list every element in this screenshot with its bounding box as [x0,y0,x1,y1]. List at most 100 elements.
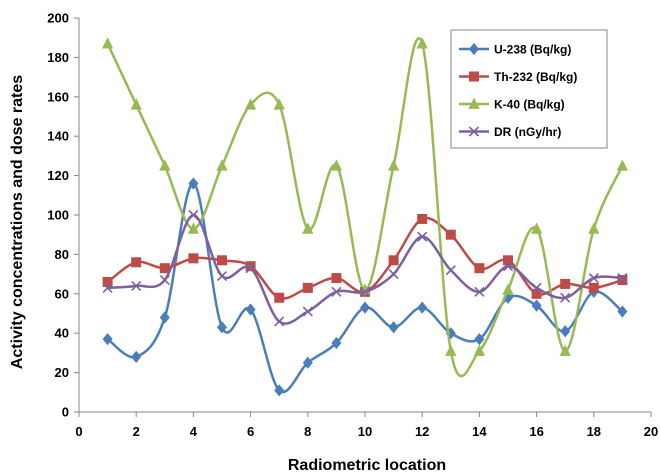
data-point-k-40 [216,159,228,171]
x-tick-label: 6 [247,424,254,439]
data-point-u-238 [531,299,542,312]
data-point-th-232 [217,255,227,266]
data-point-dr [274,316,285,327]
data-point-dr [102,282,113,293]
data-point-dr [445,265,456,276]
data-point-th-232 [560,278,571,289]
data-point-k-40 [416,37,428,49]
data-point-th-232 [417,213,428,224]
data-point-u-238 [216,321,228,334]
data-point-dr [560,292,571,303]
x-tick-label: 20 [644,424,658,439]
legend-marker [468,126,480,137]
y-tick-label: 20 [55,365,69,380]
legend-marker [468,42,480,56]
legend-marker [469,71,479,82]
data-point-k-40 [244,98,257,110]
y-tick-label: 0 [62,405,69,420]
y-tick-label: 200 [47,11,69,26]
data-point-th-232 [617,275,628,286]
data-point-th-232 [503,255,513,266]
data-point-dr [531,282,542,293]
data-point-k-40 [159,159,171,171]
data-point-dr [474,286,485,297]
data-point-dr [245,263,256,274]
legend-label: DR (nGy/hr) [494,125,561,139]
data-point-k-40 [530,222,543,234]
x-tick-label: 8 [304,424,311,439]
data-point-u-238 [245,303,256,316]
legend: U-238 (Bq/kg) Th-232 (Bq/kg) K-40 (Bq/kg) D… [450,29,608,149]
series-line-u-238 [106,182,624,394]
y-tick-label: 80 [55,247,69,262]
data-point-dr [302,306,313,317]
x-tick-label: 0 [75,424,82,439]
x-tick-label: 18 [587,424,601,439]
legend-item-u-238: U-238 (Bq/kg) [459,43,571,57]
data-point-k-40 [273,98,285,110]
data-point-k-40 [473,344,486,356]
y-tick-label: 160 [47,89,69,104]
legend-marker [468,97,480,109]
data-point-u-238 [331,336,342,350]
x-tick-label: 4 [190,424,198,439]
data-point-k-40 [130,98,142,110]
y-axis-title-group: Activity concentrations and dose rates [9,75,26,369]
data-point-u-238 [388,321,399,334]
data-point-dr [216,271,228,282]
data-point-k-40 [302,222,314,234]
data-point-th-232 [388,255,399,266]
data-point-u-238 [359,301,371,314]
y-tick-label: 140 [47,129,69,144]
legend-item-th-232: Th-232 (Bq/kg) [459,70,577,84]
y-tick-label: 100 [47,208,69,223]
data-point-th-232 [131,257,142,268]
data-point-k-40 [330,159,343,171]
data-point-k-40 [559,344,571,356]
x-tick-label: 16 [529,424,543,439]
legend-label: K-40 (Bq/kg) [494,98,565,112]
y-tick-label: 40 [55,326,69,341]
data-point-u-238 [188,177,199,190]
x-tick-label: 10 [358,424,372,439]
data-point-dr [359,286,371,297]
legend-item-dr: DR (nGy/hr) [459,125,561,139]
data-point-dr [188,209,199,221]
data-point-u-238 [131,350,142,363]
legend-label: Th-232 (Bq/kg) [494,70,577,84]
x-axis-title: Radiometric location [288,457,446,474]
y-axis-title: Activity concentrations and dose rates [9,75,26,369]
y-tick-label: 120 [47,168,69,183]
data-point-th-232 [588,282,599,293]
data-point-dr [502,261,514,272]
data-point-u-238 [417,301,428,314]
data-point-dr [588,272,599,284]
series-dr [102,209,628,327]
data-point-th-232 [474,263,485,274]
data-point-u-238 [102,332,113,346]
data-point-th-232 [188,253,199,264]
data-point-u-238 [159,311,170,324]
data-point-u-238 [560,325,571,338]
data-point-k-40 [502,283,514,295]
series-u-238 [102,177,628,397]
legend-item-k-40: K-40 (Bq/kg) [459,98,565,112]
data-point-k-40 [101,37,114,49]
data-point-th-232 [159,263,170,274]
data-point-u-238 [274,384,285,397]
series-k-40 [101,37,629,378]
data-point-dr [331,286,342,297]
data-point-k-40 [588,222,600,234]
legend-label: U-238 (Bq/kg) [494,43,571,57]
y-tick-label: 180 [47,50,69,65]
data-point-dr [388,269,399,280]
y-tick-label: 60 [55,286,69,301]
x-tick-label: 2 [133,424,140,439]
data-point-u-238 [302,356,313,369]
data-point-k-40 [445,344,457,356]
data-point-dr [617,272,628,284]
data-point-dr [159,274,170,286]
data-point-th-232 [302,282,313,293]
data-point-k-40 [616,159,629,171]
